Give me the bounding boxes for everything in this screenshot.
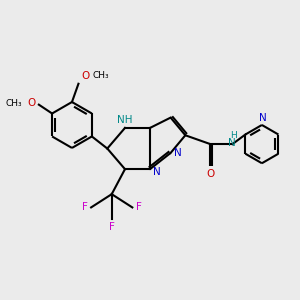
Text: F: F <box>136 202 142 212</box>
Text: N: N <box>174 148 182 158</box>
Text: NH: NH <box>117 115 132 125</box>
Text: H: H <box>230 131 237 140</box>
Text: O: O <box>81 71 89 81</box>
Text: O: O <box>206 169 214 178</box>
Text: N: N <box>259 112 267 123</box>
Text: N: N <box>153 167 160 177</box>
Text: O: O <box>27 98 36 108</box>
Text: CH₃: CH₃ <box>92 71 109 80</box>
Text: F: F <box>82 202 88 212</box>
Text: F: F <box>109 222 115 232</box>
Text: CH₃: CH₃ <box>5 99 22 108</box>
Text: N: N <box>228 138 236 148</box>
